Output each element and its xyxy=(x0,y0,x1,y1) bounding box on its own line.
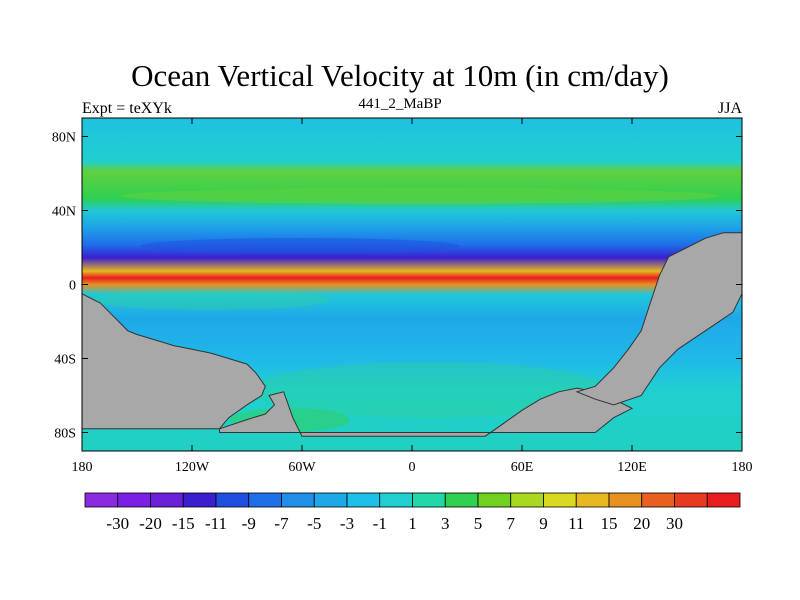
colorbar-swatch xyxy=(182,492,217,508)
colorbar: -30 -20 -15 -11 -9 -7 -5 -3 -1 1 3 5 7 9 11 15 20 30 xyxy=(84,492,741,533)
colorbar-label: 30 xyxy=(666,514,683,533)
land-south-america xyxy=(82,293,266,430)
colorbar-swatch xyxy=(117,492,151,508)
colorbar-swatch xyxy=(412,492,446,508)
colorbar-swatch xyxy=(543,492,577,508)
colorbar-swatch xyxy=(575,492,610,508)
colorbar-label: -1 xyxy=(373,514,387,533)
colorbar-label: -3 xyxy=(340,514,354,533)
colorbar-label: 15 xyxy=(601,514,618,533)
colorbar-swatch xyxy=(674,492,708,508)
x-tick-label: 180 xyxy=(732,460,753,475)
x-tick-label: 0 xyxy=(409,460,416,475)
colorbar-swatch xyxy=(346,492,381,508)
x-tick-label: 60W xyxy=(288,460,316,475)
colorbar-swatch xyxy=(215,492,250,508)
x-tick-label: 180 xyxy=(72,460,93,475)
colorbar-label: -20 xyxy=(139,514,162,533)
y-axis: 80N 40N 0 40S 80S xyxy=(52,131,742,442)
land-antarctica xyxy=(219,387,634,437)
colorbar-swatch xyxy=(379,492,413,508)
colorbar-swatch xyxy=(608,492,643,508)
y-tick-label: 80S xyxy=(54,427,76,442)
colorbar-label: 5 xyxy=(474,514,483,533)
experiment-label: Expt = teXYk xyxy=(82,100,172,117)
colorbar-label: 9 xyxy=(539,514,548,533)
colorbar-swatch xyxy=(477,492,512,508)
x-axis: 180 120W 60W 0 60E 120E 180 xyxy=(72,118,753,475)
land-asia-australia xyxy=(575,232,742,406)
colorbar-swatch xyxy=(248,492,282,508)
land-masses xyxy=(82,232,742,437)
colorbar-swatch xyxy=(641,492,675,508)
run-id-label: 441_2_MaBP xyxy=(358,96,442,112)
colorbar-label: 11 xyxy=(568,514,584,533)
x-tick-label: 120W xyxy=(175,460,210,475)
colorbar-label: -5 xyxy=(307,514,321,533)
colorbar-swatch xyxy=(444,492,479,508)
ocean-field xyxy=(82,118,742,451)
x-tick-label: 120E xyxy=(617,460,647,475)
y-tick-label: 40N xyxy=(52,205,76,220)
colorbar-swatch xyxy=(706,492,741,508)
colorbar-label: -9 xyxy=(242,514,256,533)
colorbar-label: -15 xyxy=(172,514,195,533)
y-tick-label: 40S xyxy=(54,353,76,368)
colorbar-swatch xyxy=(313,492,348,508)
colorbar-swatch xyxy=(84,492,119,508)
colorbar-swatch xyxy=(281,492,315,508)
colorbar-label: 7 xyxy=(507,514,516,533)
colorbar-swatch xyxy=(150,492,184,508)
x-tick-label: 60E xyxy=(511,460,534,475)
colorbar-label: -7 xyxy=(274,514,289,533)
colorbar-label: -11 xyxy=(205,514,227,533)
y-tick-label: 80N xyxy=(52,131,76,146)
season-label: JJA xyxy=(717,100,742,117)
colorbar-swatch xyxy=(510,492,544,508)
colorbar-label: -30 xyxy=(106,514,129,533)
map-title: Ocean Vertical Velocity at 10m (in cm/da… xyxy=(131,58,669,93)
y-tick-label: 0 xyxy=(69,279,76,294)
colorbar-label: 3 xyxy=(441,514,450,533)
colorbar-label: 20 xyxy=(633,514,650,533)
colorbar-label: 1 xyxy=(408,514,417,533)
